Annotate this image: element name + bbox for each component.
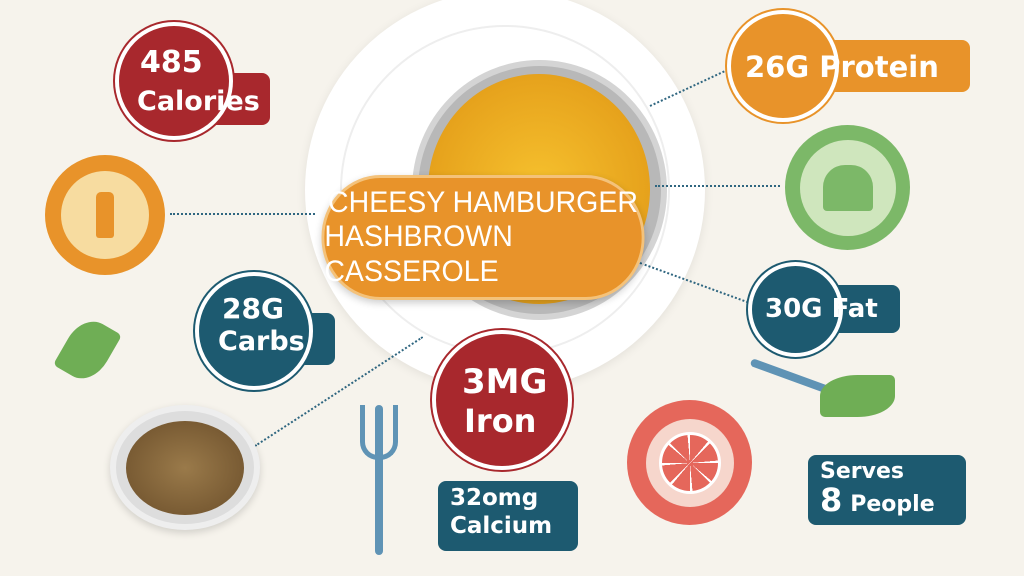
bottle-badge — [45, 155, 165, 275]
fork-icon — [375, 405, 383, 555]
iron-label: Iron — [464, 402, 537, 440]
fat-badge — [748, 262, 843, 357]
bottle-icon — [96, 192, 114, 238]
title-line-1: CHEESY HAMBURGER — [328, 185, 638, 219]
protein-text: 26G Protein — [745, 50, 939, 84]
grapefruit-icon — [658, 431, 721, 494]
calcium-value: 32omg — [450, 485, 539, 511]
carbs-label: Carbs — [218, 326, 305, 357]
fork-tines — [360, 405, 398, 460]
fat-text: 30G Fat — [765, 294, 878, 324]
calcium-label: Calcium — [450, 512, 553, 539]
bowl-icon — [110, 405, 260, 530]
protein-badge — [727, 10, 839, 122]
title-banner: CHEESY HAMBURGER HASHBROWN CASSEROLE — [321, 175, 645, 300]
iron-value: 3MG — [462, 362, 548, 402]
carbs-badge — [195, 272, 313, 390]
serves-label: People — [850, 492, 935, 517]
calcium-tag: 32omg Calcium — [438, 481, 578, 551]
calories-label: Calories — [137, 86, 260, 117]
serves-line1: Serves — [820, 459, 904, 484]
title-line-2: HASHBROWN CASSEROLE — [324, 220, 513, 288]
connector — [170, 213, 315, 215]
chef-badge — [785, 125, 910, 250]
serves-tag: Serves 8 People — [808, 455, 966, 525]
herb-leaf-icon — [53, 312, 122, 388]
iron-badge — [432, 330, 572, 470]
connector — [655, 185, 780, 187]
herb-leaf-icon — [820, 375, 895, 417]
serves-number: 8 — [820, 481, 843, 519]
carbs-value: 28G — [222, 292, 284, 325]
chef-hat-icon — [822, 164, 873, 211]
calories-value: 485 — [140, 45, 203, 80]
grapefruit-badge — [627, 400, 752, 525]
calories-badge — [115, 22, 233, 140]
